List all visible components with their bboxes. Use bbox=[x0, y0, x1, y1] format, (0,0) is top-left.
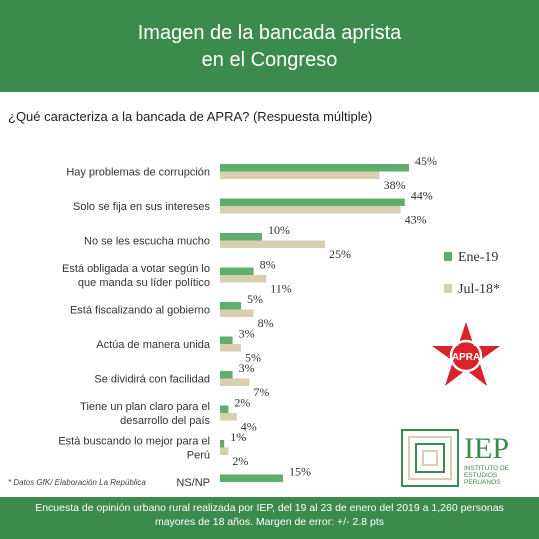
bar-jul-18 bbox=[220, 309, 254, 317]
data-label: 1% bbox=[230, 430, 246, 444]
data-label: 7% bbox=[253, 385, 269, 399]
bar-ene-19 bbox=[220, 371, 233, 379]
bar-ene-19 bbox=[220, 302, 241, 310]
bar-ene-19 bbox=[220, 405, 229, 413]
data-label: 2% bbox=[232, 454, 248, 468]
data-label: 43% bbox=[405, 213, 427, 227]
apra-star-logo: APRA bbox=[432, 322, 500, 386]
data-label: 11% bbox=[270, 282, 292, 296]
svg-text:INSTITUTO DE ESTUDIOS: INSTITUTO DE ESTUDIOS PERUANOS bbox=[464, 465, 511, 486]
bar-ene-19 bbox=[220, 233, 262, 241]
legend-label: Ene-19 bbox=[458, 250, 498, 265]
category-label: NS/NP bbox=[176, 477, 210, 489]
survey-question: ¿Qué caracteriza a la bancada de APRA? (… bbox=[8, 109, 373, 124]
bar-jul-18 bbox=[220, 206, 401, 214]
category-label: Está fiscalizando al gobierno bbox=[70, 305, 210, 317]
data-label: 2% bbox=[234, 396, 250, 410]
bar-chart: Hay problemas de corrupción 45% 38% Solo se… bbox=[58, 154, 500, 489]
data-label: 15% bbox=[289, 465, 311, 479]
bar-jul-18 bbox=[220, 413, 237, 421]
bar-jul-18 bbox=[220, 171, 380, 179]
data-label: 25% bbox=[329, 247, 351, 261]
bar-jul-18 bbox=[220, 275, 267, 283]
data-label: 38% bbox=[384, 178, 406, 192]
data-label: 44% bbox=[411, 189, 433, 203]
survey-methodology-note: Encuesta de opinión urbano rural realiza… bbox=[35, 502, 504, 528]
bar-jul-18 bbox=[220, 240, 325, 248]
bar-ene-19 bbox=[220, 164, 409, 172]
data-label: 10% bbox=[268, 223, 290, 237]
data-label: 4% bbox=[241, 420, 257, 434]
category-label: Hay problemas de corrupción bbox=[66, 167, 210, 179]
footer-banner: Encuesta de opinión urbano rural realiza… bbox=[0, 497, 539, 539]
iep-logo: IEP INSTITUTO DE ESTUDIOS PERUANOS bbox=[401, 429, 511, 487]
legend-label: Jul-18* bbox=[458, 282, 500, 297]
category-label: Tiene un plan claro para el desarrollo de… bbox=[80, 401, 210, 427]
data-label: 3% bbox=[239, 361, 255, 375]
category-label: No se les escucha mucho bbox=[84, 236, 210, 248]
bar-jul-18 bbox=[220, 378, 250, 386]
bar-ene-19 bbox=[220, 198, 405, 206]
header-banner: Imagen de la bancada aprista en el Congr… bbox=[0, 0, 539, 92]
page-title: Imagen de la bancada aprista en el Congr… bbox=[137, 22, 402, 71]
bar-jul-18 bbox=[220, 344, 241, 352]
data-label: 8% bbox=[260, 258, 276, 272]
bar-ene-19 bbox=[220, 336, 233, 344]
data-label: 5% bbox=[245, 351, 261, 365]
bar-ene-19 bbox=[220, 440, 225, 448]
legend-swatch bbox=[444, 252, 452, 261]
data-label: 8% bbox=[258, 316, 274, 330]
bar-ene-19 bbox=[220, 267, 254, 275]
data-source-note: * Datos GfK/ Elaboración La República bbox=[8, 478, 146, 487]
category-label: Actúa de manera unida bbox=[96, 339, 211, 351]
legend-swatch bbox=[444, 284, 452, 293]
category-label: Se dividirá con facilidad bbox=[94, 374, 210, 386]
bar-ene-19 bbox=[220, 474, 283, 482]
iep-logo-text: IEP bbox=[464, 432, 509, 465]
category-label: Solo se fija en sus intereses bbox=[73, 201, 210, 213]
category-label: Está buscando lo mejor para el Perú bbox=[58, 436, 210, 462]
data-label: 45% bbox=[415, 154, 437, 168]
apra-logo-text: APRA bbox=[452, 352, 480, 363]
category-label: Está obligada a votar según lo que manda … bbox=[62, 263, 210, 289]
bar-jul-18 bbox=[220, 447, 229, 455]
data-label: 3% bbox=[239, 327, 255, 341]
data-label: 5% bbox=[247, 292, 263, 306]
